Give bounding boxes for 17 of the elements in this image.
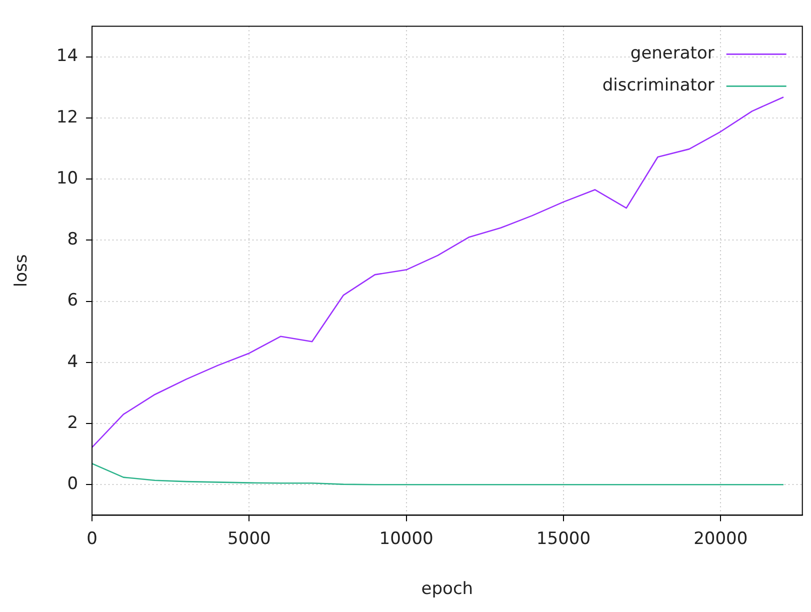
- y-tick-label: 6: [67, 290, 78, 311]
- x-tick-label: 10000: [379, 528, 434, 549]
- y-tick-label: 0: [67, 474, 78, 494]
- x-axis-title: epoch: [421, 579, 474, 600]
- y-tick-label: 12: [56, 107, 78, 128]
- y-tick-label: 8: [67, 230, 78, 250]
- x-tick-label: 5000: [228, 528, 271, 549]
- y-tick-label: 10: [56, 168, 78, 188]
- legend-label: discriminator: [602, 76, 714, 96]
- x-tick-label: 15000: [536, 528, 591, 549]
- y-tick-label: 4: [67, 352, 78, 372]
- y-tick-label: 2: [67, 412, 78, 433]
- y-axis-title: loss: [12, 254, 32, 288]
- legend-label: generator: [630, 44, 714, 64]
- x-tick-label: 0: [86, 528, 98, 549]
- x-tick-label: 20000: [694, 528, 748, 549]
- y-tick-label: 14: [56, 46, 78, 66]
